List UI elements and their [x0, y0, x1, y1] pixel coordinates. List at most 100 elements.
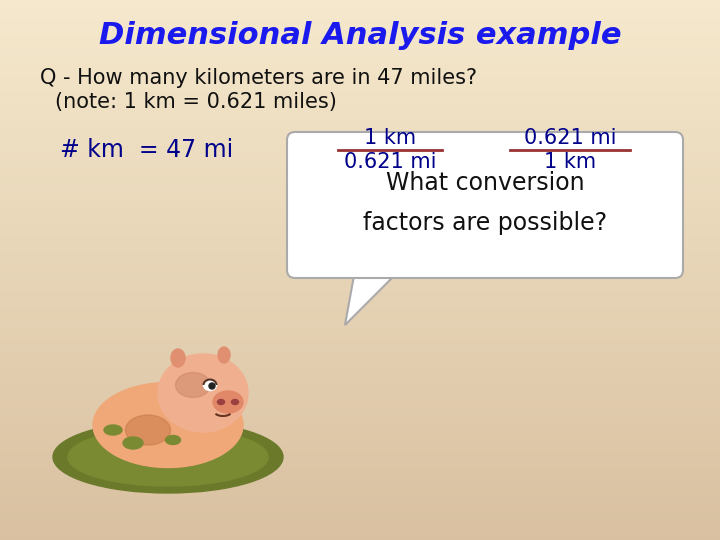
Bar — [0, 119, 720, 124]
Bar — [0, 400, 720, 405]
Bar — [0, 448, 720, 454]
Bar — [0, 389, 720, 394]
Bar — [0, 346, 720, 351]
Bar — [0, 243, 720, 248]
Bar — [0, 367, 720, 373]
Bar — [0, 297, 720, 302]
Ellipse shape — [68, 428, 268, 486]
Bar — [0, 405, 720, 410]
Bar — [0, 81, 720, 86]
Bar — [0, 103, 720, 108]
Bar — [0, 470, 720, 475]
Bar — [0, 22, 720, 27]
Bar — [0, 394, 720, 400]
Bar — [0, 86, 720, 92]
Bar — [0, 162, 720, 167]
Bar — [0, 351, 720, 356]
Bar — [0, 135, 720, 140]
Bar — [0, 232, 720, 238]
Bar — [0, 535, 720, 540]
Text: # km  = 47 mi: # km = 47 mi — [60, 138, 233, 162]
Bar — [0, 11, 720, 16]
Ellipse shape — [209, 383, 215, 389]
Bar — [0, 0, 720, 5]
Polygon shape — [345, 270, 400, 325]
Bar — [0, 356, 720, 362]
Text: factors are possible?: factors are possible? — [363, 211, 607, 235]
Bar — [0, 524, 720, 529]
Bar — [0, 92, 720, 97]
Ellipse shape — [125, 415, 171, 445]
Bar — [0, 65, 720, 70]
Ellipse shape — [176, 373, 210, 397]
Bar — [0, 497, 720, 502]
Bar — [0, 32, 720, 38]
Bar — [0, 410, 720, 416]
Bar — [0, 76, 720, 81]
Bar — [0, 513, 720, 518]
Text: Q - How many kilometers are in 47 miles?: Q - How many kilometers are in 47 miles? — [40, 68, 477, 88]
Bar — [0, 432, 720, 437]
Ellipse shape — [204, 380, 217, 390]
Ellipse shape — [217, 400, 225, 404]
Bar — [0, 502, 720, 508]
Bar — [0, 227, 720, 232]
Bar — [0, 97, 720, 103]
Text: 0.621 mi: 0.621 mi — [343, 152, 436, 172]
Bar — [0, 130, 720, 135]
Ellipse shape — [218, 347, 230, 363]
Bar — [0, 157, 720, 162]
Bar — [0, 437, 720, 443]
Polygon shape — [357, 268, 398, 272]
Bar — [0, 178, 720, 184]
Bar — [0, 427, 720, 432]
Bar — [0, 59, 720, 65]
Bar — [0, 486, 720, 491]
FancyBboxPatch shape — [287, 132, 683, 278]
Bar — [0, 421, 720, 427]
Bar — [0, 270, 720, 275]
Text: Dimensional Analysis example: Dimensional Analysis example — [99, 21, 621, 50]
Ellipse shape — [183, 407, 213, 427]
Bar — [0, 308, 720, 313]
Bar — [0, 340, 720, 346]
Bar — [0, 443, 720, 448]
Bar — [0, 373, 720, 378]
Bar — [0, 205, 720, 211]
Bar — [0, 70, 720, 76]
Bar — [0, 265, 720, 270]
Ellipse shape — [171, 349, 185, 367]
Bar — [0, 124, 720, 130]
Bar — [0, 200, 720, 205]
Bar — [0, 5, 720, 11]
Bar — [0, 16, 720, 22]
Bar — [0, 254, 720, 259]
Ellipse shape — [158, 354, 248, 432]
Bar — [0, 248, 720, 254]
Bar — [0, 238, 720, 243]
Bar — [0, 491, 720, 497]
Bar — [0, 362, 720, 367]
Text: What conversion: What conversion — [386, 171, 585, 195]
Ellipse shape — [93, 382, 243, 468]
Bar — [0, 518, 720, 524]
Bar — [0, 324, 720, 329]
Bar — [0, 113, 720, 119]
Bar — [0, 184, 720, 189]
Bar — [0, 286, 720, 292]
Text: 0.621 mi: 0.621 mi — [523, 128, 616, 148]
Bar — [0, 54, 720, 59]
Bar — [0, 38, 720, 43]
Bar — [0, 335, 720, 340]
Bar — [0, 173, 720, 178]
Bar — [0, 464, 720, 470]
Ellipse shape — [213, 391, 243, 413]
Ellipse shape — [232, 400, 238, 404]
Bar — [0, 146, 720, 151]
Bar — [0, 378, 720, 383]
Bar — [0, 292, 720, 297]
Bar — [0, 481, 720, 486]
Bar — [0, 475, 720, 481]
Bar — [0, 281, 720, 286]
Bar — [0, 43, 720, 49]
